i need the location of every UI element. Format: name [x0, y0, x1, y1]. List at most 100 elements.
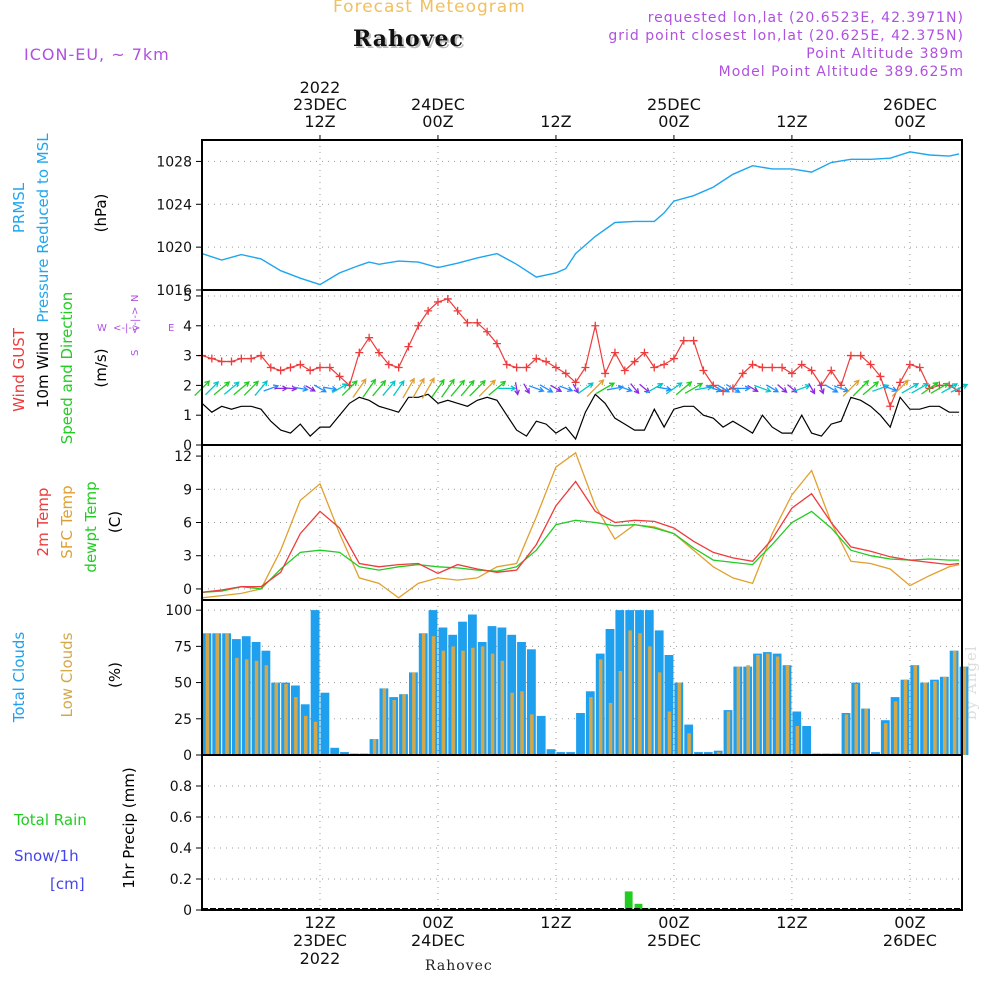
- low-cloud-bar: [589, 697, 593, 755]
- y-tick-label: 50: [174, 676, 192, 692]
- wind-direction-arrow: [254, 380, 268, 397]
- low-cloud-bar: [628, 630, 632, 755]
- total-cloud-bar: [566, 752, 576, 755]
- wind-direction-arrow: [921, 381, 939, 395]
- gust-marker: [247, 354, 256, 363]
- cloud-label-text: (%): [106, 662, 124, 688]
- y-tick-label: 0.2: [170, 872, 192, 888]
- low-cloud-bar: [648, 646, 652, 755]
- wind-label: Wind GUST: [10, 327, 28, 412]
- gust-marker: [325, 363, 334, 372]
- requested-coords: requested lon,lat (20.6523E, 42.3971N): [647, 10, 964, 26]
- gust-marker: [306, 366, 315, 375]
- gust-marker: [483, 327, 492, 336]
- top-time-label: 00Z: [422, 112, 453, 131]
- wind-direction-arrow: [412, 377, 425, 399]
- y-tick-label: 0: [183, 438, 192, 454]
- gust-marker: [699, 366, 708, 375]
- low-cloud-bar: [726, 711, 731, 755]
- wind-direction-arrow: [514, 382, 520, 396]
- wind-direction-arrow: [665, 382, 683, 395]
- wind-direction-arrow: [852, 379, 870, 397]
- bottom-time-label: 24DEC: [411, 931, 465, 950]
- gust-marker: [630, 357, 639, 366]
- point-altitude: Point Altitude 389m: [806, 46, 964, 62]
- low-cloud-bar: [746, 665, 750, 755]
- wind-direction-arrow: [528, 385, 545, 393]
- low-cloud-bar: [716, 752, 721, 755]
- gust-marker: [502, 360, 511, 369]
- low-cloud-bar: [500, 660, 505, 755]
- gust-marker: [660, 360, 669, 369]
- gust-marker: [610, 348, 619, 357]
- gust-marker: [866, 360, 875, 369]
- wind-direction-arrow: [754, 384, 772, 393]
- low-cloud-bar: [766, 653, 770, 755]
- total-cloud-bar: [320, 692, 330, 755]
- wind-direction-arrow: [488, 380, 507, 396]
- y-tick-label: 0.4: [170, 841, 192, 857]
- wind-direction-arrow: [352, 378, 367, 398]
- gust-marker: [689, 336, 698, 345]
- low-cloud-bar: [913, 665, 917, 755]
- wind-direction-arrow: [824, 384, 839, 393]
- gust-marker: [807, 366, 816, 375]
- total-cloud-bar: [802, 726, 811, 755]
- y-tick-label: 2: [183, 378, 192, 394]
- low-cloud-bar: [962, 666, 967, 755]
- wind-direction-arrow: [617, 385, 633, 393]
- cloud-label-text: Low Clouds: [58, 632, 76, 717]
- tick-labels: 1016102010241028012345036912025507510000…: [156, 78, 937, 968]
- y-tick-label: 25: [174, 712, 192, 728]
- wind-direction-arrow: [639, 383, 651, 394]
- wind-direction-arrow: [205, 381, 220, 396]
- y-tick-label: 1024: [156, 197, 192, 213]
- y-tick-label: 0: [183, 748, 192, 764]
- gust-marker: [276, 366, 285, 375]
- temp-label-text: 2m Temp: [34, 488, 52, 557]
- temp-label-text: SFC Temp: [58, 485, 76, 558]
- bottom-time-label: 12Z: [776, 913, 807, 932]
- wind-label-text: 10m Wind: [34, 332, 52, 408]
- wind-direction-arrow: [725, 384, 741, 393]
- gust-marker: [463, 318, 472, 327]
- compass-ns-arrows: <-|->: [130, 307, 141, 334]
- gust-marker: [640, 348, 649, 357]
- low-cloud-bar: [884, 723, 888, 755]
- wind-direction-arrow: [293, 385, 309, 392]
- wind-direction-arrow: [883, 385, 898, 393]
- low-cloud-bar: [392, 700, 396, 755]
- wind-direction-arrow: [305, 385, 316, 392]
- gust-marker: [365, 333, 374, 342]
- gust-marker: [846, 351, 855, 360]
- gust-marker: [581, 363, 590, 372]
- wind-direction-arrow: [421, 377, 435, 399]
- wind-label: 10m Wind: [34, 332, 52, 408]
- low-cloud-bar: [205, 633, 210, 755]
- wind-label-text: Speed and Direction: [58, 292, 76, 445]
- gust-marker: [227, 357, 236, 366]
- panel-frames: [196, 135, 963, 911]
- low-cloud-bar: [235, 657, 239, 755]
- wind-direction-arrow: [313, 384, 327, 393]
- low-cloud-bar: [225, 633, 229, 755]
- wind-direction-arrow: [911, 383, 930, 394]
- gust-marker: [512, 363, 521, 372]
- product-title: Forecast Meteogram: [333, 0, 526, 17]
- gust-marker: [414, 321, 423, 330]
- wind-direction-arrow: [341, 380, 358, 397]
- total-cloud-bar: [871, 752, 880, 755]
- precip-label-text: 1hr Precip (mm): [120, 767, 138, 888]
- wind-direction-arrow: [460, 379, 475, 397]
- gust-marker: [532, 354, 541, 363]
- y-tick-label: 4: [183, 319, 192, 335]
- wind-direction-arrow: [382, 380, 396, 397]
- top-time-label: 24DEC: [411, 95, 465, 114]
- wind-direction-arrow: [550, 384, 563, 392]
- bottom-time-label: 12Z: [304, 913, 335, 932]
- y-tick-label: 1: [183, 408, 192, 424]
- cloud-label-text: Total Clouds: [10, 632, 28, 724]
- sfc-temp-line: [201, 451, 960, 599]
- y-tick-label: 0: [183, 903, 192, 919]
- low-cloud-bar: [775, 656, 780, 755]
